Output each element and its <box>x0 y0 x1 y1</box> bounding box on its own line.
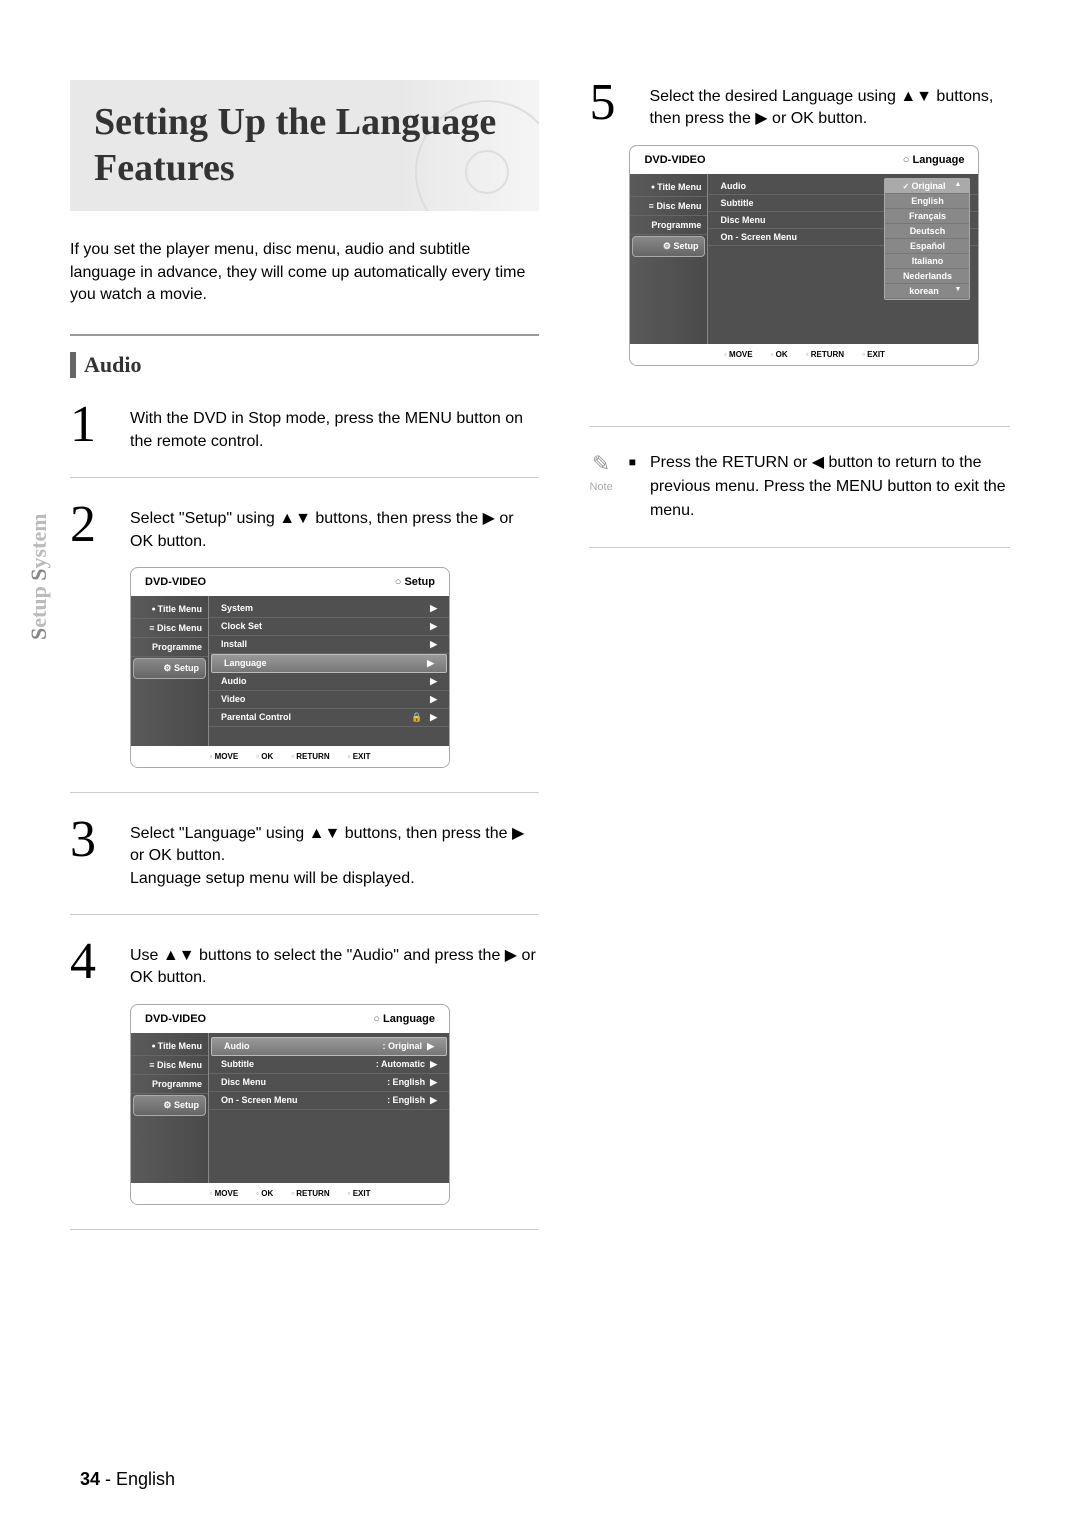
step-text: Use ▲▼ buttons to select the "Audio" and… <box>130 939 539 990</box>
intro-text: If you set the player menu, disc menu, a… <box>70 239 539 306</box>
step-1: 1 With the DVD in Stop mode, press the M… <box>70 402 539 453</box>
page-title: Setting Up the Language Features <box>94 100 515 191</box>
step-number: 5 <box>589 80 631 127</box>
divider <box>70 1229 539 1230</box>
page-footer: 34 - English <box>80 1469 175 1490</box>
step-5: 5 Select the desired Language using ▲▼ b… <box>589 80 1010 131</box>
note-text: Press the RETURN or ◀ button to return t… <box>650 451 1010 523</box>
step-number: 2 <box>70 502 112 549</box>
note-label: Note <box>589 481 612 493</box>
step-text: With the DVD in Stop mode, press the MEN… <box>130 402 539 453</box>
screenshot-language-select: DVD-VIDEO Language Title Menu Disc Menu … <box>629 145 979 366</box>
divider <box>589 426 1010 427</box>
step-2: 2 Select "Setup" using ▲▼ buttons, then … <box>70 502 539 553</box>
section-heading: Audio <box>70 352 539 378</box>
step-number: 3 <box>70 817 112 864</box>
note-block: ✎ Note ■ Press the RETURN or ◀ button to… <box>589 451 1010 523</box>
divider <box>70 477 539 478</box>
step-text: Select "Language" using ▲▼ buttons, then… <box>130 817 539 890</box>
step-text: Select "Setup" using ▲▼ buttons, then pr… <box>130 502 539 553</box>
divider <box>70 914 539 915</box>
step-number: 1 <box>70 402 112 449</box>
language-dropdown: Original English Français Deutsch Españo… <box>884 178 970 300</box>
step-3: 3 Select "Language" using ▲▼ buttons, th… <box>70 817 539 890</box>
divider <box>70 334 539 336</box>
bullet-icon: ■ <box>629 455 636 469</box>
step-4: 4 Use ▲▼ buttons to select the "Audio" a… <box>70 939 539 990</box>
screenshot-language: DVD-VIDEO Language Title Menu Disc Menu … <box>130 1004 450 1205</box>
step-text: Select the desired Language using ▲▼ but… <box>649 80 1010 131</box>
note-icon: ✎ <box>592 451 610 477</box>
side-tab: Setup System <box>26 513 52 640</box>
screenshot-setup: DVD-VIDEO Setup Title Menu Disc Menu Pro… <box>130 567 450 768</box>
title-box: Setting Up the Language Features <box>70 80 539 211</box>
divider <box>70 792 539 793</box>
divider <box>589 547 1010 548</box>
step-number: 4 <box>70 939 112 986</box>
